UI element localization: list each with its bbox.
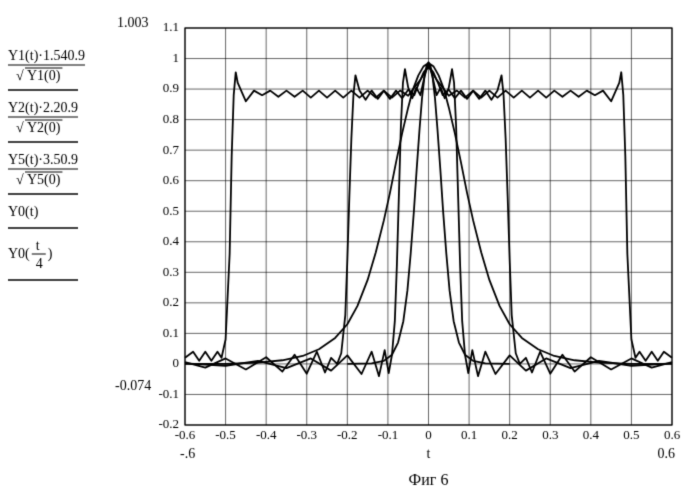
line-chart: [0, 0, 693, 500]
